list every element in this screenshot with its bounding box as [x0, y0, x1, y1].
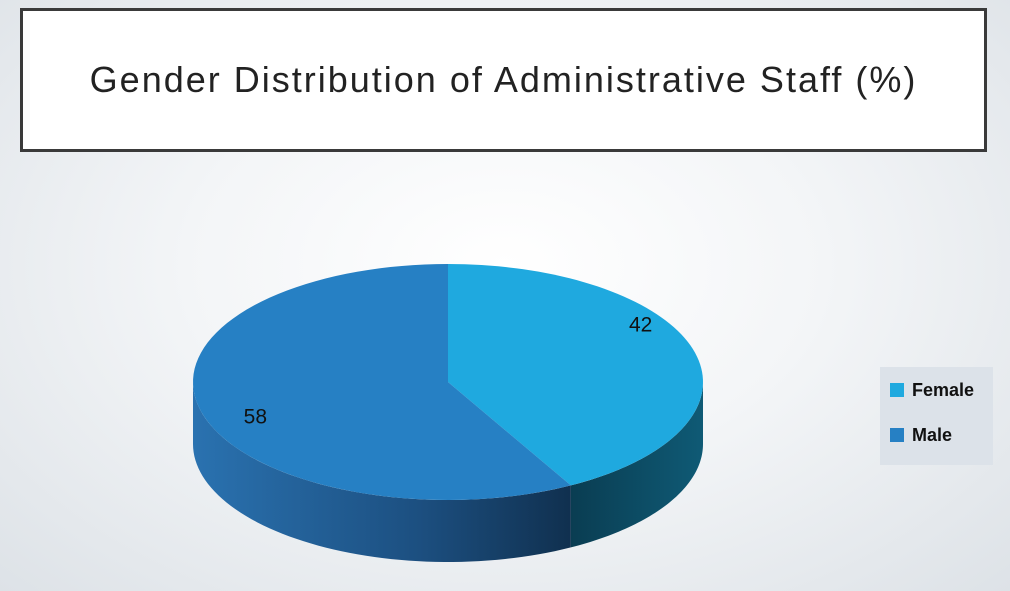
legend-swatch	[890, 383, 904, 397]
data-label: 42	[629, 313, 652, 336]
data-label: 58	[244, 406, 267, 429]
slice-side	[570, 382, 703, 548]
slice-side	[193, 382, 571, 562]
legend-label: Female	[912, 380, 974, 400]
legend-label: Male	[912, 425, 952, 445]
slice	[193, 264, 571, 500]
chart-title: Gender Distribution of Administrative St…	[89, 59, 918, 100]
slice	[448, 264, 703, 486]
title-box: Gender Distribution of Administrative St…	[20, 8, 987, 152]
legend-swatch	[890, 428, 904, 442]
